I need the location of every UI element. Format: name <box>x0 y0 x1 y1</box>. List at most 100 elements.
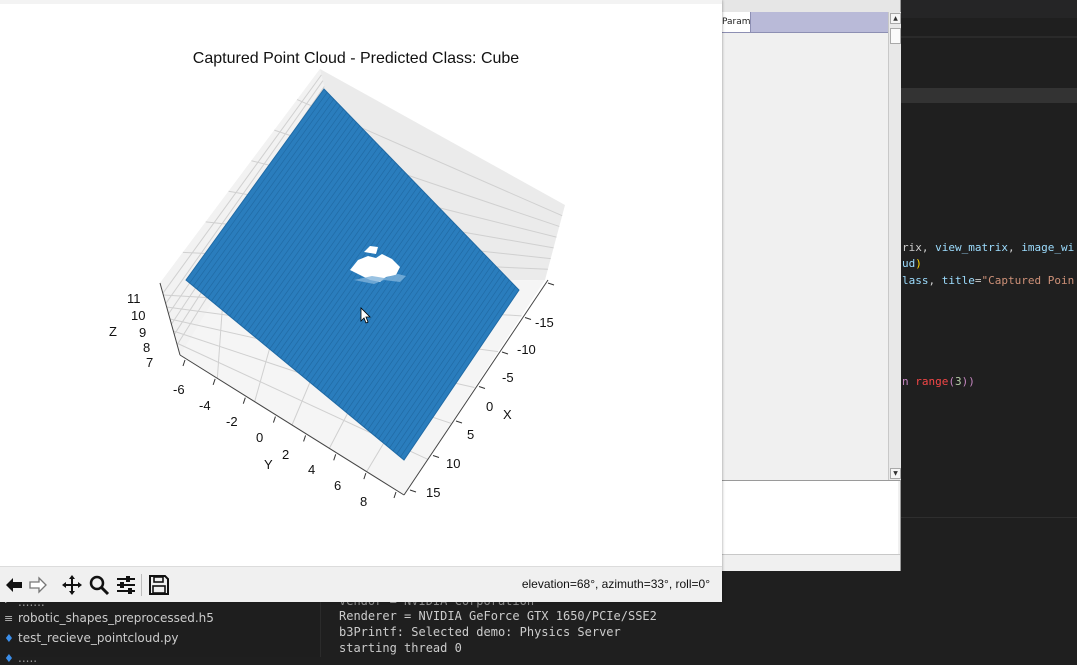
scan-line <box>334 226 458 404</box>
scan-line <box>232 132 367 320</box>
scroll-down-icon[interactable]: ▼ <box>890 468 901 479</box>
scan-line <box>236 135 370 323</box>
scan-line <box>378 266 497 440</box>
scan-line <box>291 185 419 368</box>
move-icon <box>62 575 82 595</box>
scan-line <box>312 206 439 386</box>
scan-line <box>400 286 517 458</box>
explorer-file-h5[interactable]: ≡ robotic_shapes_preprocessed.h5 <box>4 611 214 625</box>
plot-title: Captured Point Cloud - Predicted Class: … <box>193 50 519 67</box>
scan-line <box>200 102 338 293</box>
x-tick-mark <box>432 455 440 458</box>
y-tick-label: -6 <box>173 382 185 397</box>
view-angle-status: elevation=68°, azimuth=33°, roll=0° <box>521 577 710 591</box>
scan-line <box>218 118 354 308</box>
scan-line <box>305 199 432 380</box>
x-tick-label: -10 <box>517 342 536 357</box>
scan-line <box>247 145 380 332</box>
y-tick-label: 4 <box>308 462 315 477</box>
file-explorer: ·....... ≡ robotic_shapes_preprocessed.h5… <box>0 595 321 665</box>
params-tab-row <box>722 12 888 33</box>
y-tick-mark <box>333 454 337 461</box>
x-tick-label: 10 <box>446 456 460 471</box>
scan-line <box>392 279 510 452</box>
params-window[interactable]: Params ▲ ▼ <box>722 0 901 571</box>
params-scrollbar[interactable]: ▲ ▼ <box>888 12 901 480</box>
y-tick-label: 2 <box>282 447 289 462</box>
editor-tab-bar[interactable] <box>900 0 1077 18</box>
y-axis-label: Y <box>264 457 273 472</box>
z-tick-label: 9 <box>139 325 146 340</box>
x-tick-mark <box>524 317 532 320</box>
configure-subplots-button[interactable] <box>115 574 137 596</box>
scan-line <box>225 125 361 314</box>
terminal[interactable]: Vendor = NVIDIA Corporation Renderer = N… <box>322 594 900 657</box>
scan-line <box>360 249 481 425</box>
scroll-thumb[interactable] <box>890 28 901 44</box>
terminal-line: starting thread 0 <box>339 641 462 655</box>
toolbar-separator <box>141 574 142 596</box>
python-file-icon: ♦ <box>4 632 14 645</box>
scan-line <box>196 98 335 290</box>
axis-box <box>159 279 549 496</box>
tab-params[interactable]: Params <box>722 12 751 32</box>
y-tick-mark <box>212 378 216 386</box>
scan-line <box>229 128 364 317</box>
magnifier-icon <box>89 575 110 596</box>
axis-ticks <box>182 282 555 499</box>
scroll-up-icon[interactable]: ▲ <box>890 13 901 24</box>
scan-line <box>396 283 513 455</box>
scan-line <box>262 159 393 344</box>
scan-line <box>251 149 383 335</box>
code-line[interactable]: ud) <box>902 257 922 270</box>
x-tick-label: -15 <box>535 315 554 330</box>
terminal-line: Renderer = NVIDIA GeForce GTX 1650/PCIe/… <box>339 609 657 623</box>
scan-line <box>352 242 474 419</box>
scan-line <box>298 192 426 374</box>
back-button[interactable] <box>3 574 25 596</box>
y-tick-label: 8 <box>360 494 367 509</box>
y-tick-mark <box>393 491 397 499</box>
code-line[interactable]: rix, view_matrix, image_wi <box>902 241 1075 254</box>
params-footer <box>722 554 900 571</box>
forward-button[interactable] <box>27 574 49 596</box>
save-button[interactable] <box>148 574 170 596</box>
plot-canvas[interactable]: Captured Point Cloud - Predicted Class: … <box>0 0 722 566</box>
scan-line <box>287 182 416 365</box>
y-tick-mark <box>182 359 186 367</box>
code-line[interactable]: n range(3)) <box>902 375 975 388</box>
object-points <box>350 246 400 282</box>
explorer-file-py[interactable]: ♦ test_recieve_pointcloud.py <box>4 631 179 645</box>
panel-divider <box>900 517 1077 518</box>
figure-toolbar: elevation=68°, azimuth=33°, roll=0° <box>0 566 722 602</box>
pan-button[interactable] <box>61 574 83 596</box>
scan-line <box>301 195 429 377</box>
y-tick-mark <box>272 416 276 423</box>
zoom-button[interactable] <box>88 574 110 596</box>
x-tick-mark <box>455 420 463 424</box>
scan-line <box>371 259 491 434</box>
figure-window[interactable]: Captured Point Cloud - Predicted Class: … <box>0 0 722 602</box>
scan-line <box>207 108 344 299</box>
scan-line <box>323 216 448 395</box>
x-tick-mark <box>501 351 509 355</box>
scan-line <box>280 175 409 359</box>
y-tick-label: 0 <box>256 430 263 445</box>
grid-line <box>165 80 324 304</box>
current-line-highlight <box>900 88 1077 103</box>
scan-line <box>338 229 461 407</box>
x-tick-mark <box>547 282 555 286</box>
sliders-icon <box>117 576 135 594</box>
scan-line <box>243 142 377 329</box>
code-editor[interactable]: rix, view_matrix, image_wi ud) lass, tit… <box>900 0 1077 657</box>
scan-line <box>316 209 442 389</box>
figure-window-titlebar[interactable] <box>0 0 722 4</box>
scan-line <box>327 219 452 398</box>
file-name: test_recieve_pointcloud.py <box>18 631 179 645</box>
y-tick-mark <box>363 472 367 480</box>
scan-line <box>189 92 328 284</box>
explorer-file-partial[interactable]: ♦..... <box>4 651 38 665</box>
y-tick-label: -4 <box>199 398 211 413</box>
code-line[interactable]: lass, title="Captured Poin <box>902 274 1075 287</box>
left-arrow-icon <box>6 578 22 592</box>
